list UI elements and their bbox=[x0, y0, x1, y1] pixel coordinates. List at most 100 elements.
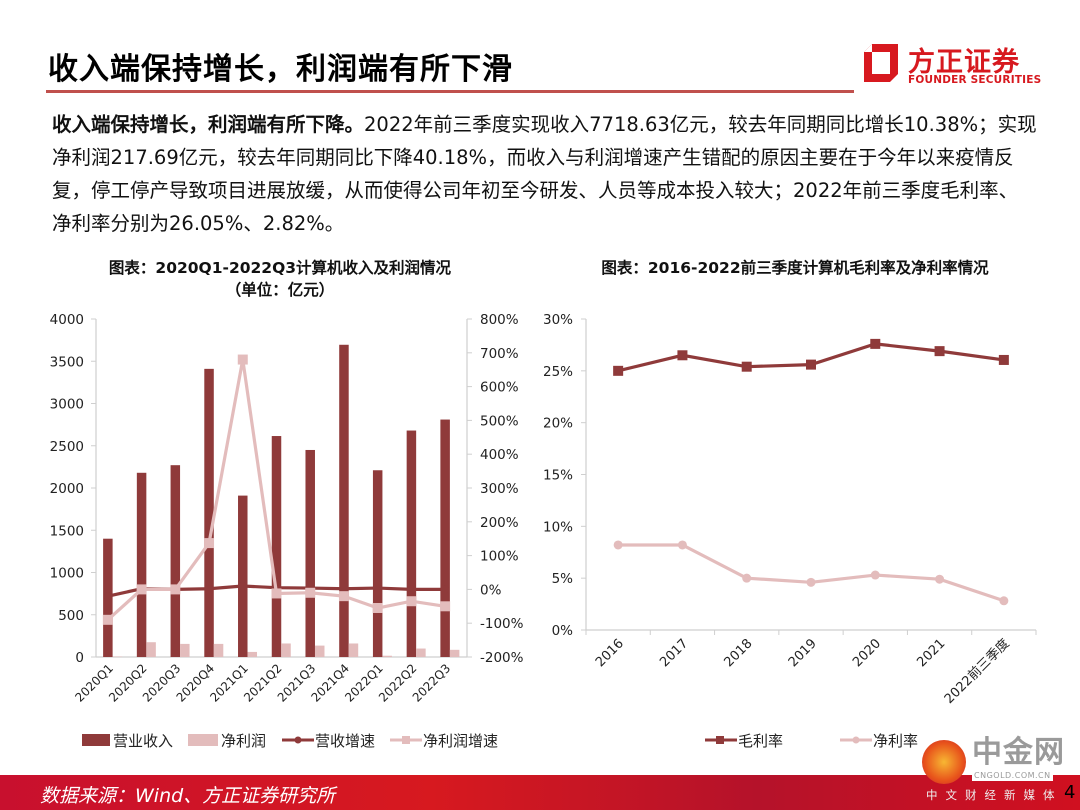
net-margin-line bbox=[618, 543, 1005, 603]
summary-paragraph: 收入端保持增长，利润端有所下降。2022年前三季度实现收入7718.63亿元，较… bbox=[52, 108, 1037, 240]
gross-margin-point bbox=[613, 365, 624, 376]
net-profit-growth-point bbox=[271, 588, 282, 599]
left-y-tick-label: 2500 bbox=[50, 439, 84, 455]
watermark-cn: 中金网 bbox=[972, 735, 1065, 770]
revenue-growth-point bbox=[306, 584, 315, 593]
gross-margin-point bbox=[998, 354, 1009, 365]
net-margin-point bbox=[999, 596, 1009, 606]
net-profit-bar bbox=[146, 642, 156, 657]
x-tick-label: 2020Q4 bbox=[174, 661, 218, 705]
net-profit-growth-line bbox=[106, 359, 446, 622]
summary-body: 2022年前三季度实现收入7718.63亿元，较去年同期同比增长10.38%；实… bbox=[52, 113, 1037, 235]
gross-margin-point bbox=[806, 359, 816, 370]
revenue-bar bbox=[238, 495, 248, 657]
left-y-tick-label: 1000 bbox=[50, 566, 84, 582]
y-tick-label: 15% bbox=[543, 468, 573, 484]
founder-securities-logo: 方正证券 FOUNDER SECURITIES bbox=[862, 40, 1042, 92]
x-tick-label: 2019 bbox=[786, 636, 820, 670]
right-y-tick-label: -100% bbox=[480, 616, 524, 632]
net-profit-growth-point bbox=[170, 584, 181, 595]
legend-net-marker bbox=[852, 736, 860, 744]
left-y-tick-label: 2000 bbox=[50, 481, 84, 497]
revenue-bar bbox=[204, 368, 214, 657]
net-margin-point bbox=[806, 577, 816, 587]
gross-margin-line bbox=[617, 342, 1005, 373]
x-tick-label: 2020Q3 bbox=[140, 661, 184, 705]
y-tick-label: 0% bbox=[552, 623, 574, 639]
right-chart-title: 图表：2016-2022前三季度计算机毛利率及净利率情况 bbox=[601, 259, 989, 277]
legend-revenue-swatch bbox=[82, 734, 110, 746]
revenue-bar bbox=[170, 465, 181, 657]
left-y-tick-label: 1500 bbox=[50, 523, 84, 539]
revenue-growth-point bbox=[238, 582, 247, 591]
net-profit-bar bbox=[180, 643, 190, 657]
watermark-en: CNGOLD.COM.CN bbox=[972, 771, 1053, 781]
revenue-growth-point bbox=[339, 584, 348, 593]
right-y-tick-label: 600% bbox=[480, 380, 519, 396]
right-y-tick-label: 700% bbox=[480, 346, 519, 362]
x-tick-label: 2022Q3 bbox=[410, 661, 454, 705]
x-tick-label: 2020Q1 bbox=[72, 661, 116, 705]
logo-text-cn: 方正证券 bbox=[908, 47, 1020, 78]
x-tick-label: 2020Q2 bbox=[106, 661, 150, 705]
gross-margin-point bbox=[870, 338, 881, 349]
net-profit-bar bbox=[449, 649, 460, 657]
revenue-bar bbox=[339, 344, 349, 657]
left-chart-subtitle: （单位：亿元） bbox=[225, 281, 335, 299]
net-profit-growth-point bbox=[440, 601, 451, 612]
legend-revenue-growth-label: 营收增速 bbox=[315, 732, 375, 750]
page-number: 4 bbox=[1064, 782, 1076, 803]
x-tick-label: 2022前三季度 bbox=[941, 636, 1012, 707]
left-chart-title: 图表：2020Q1-2022Q3计算机收入及利润情况 bbox=[108, 259, 452, 277]
y-tick-label: 10% bbox=[543, 519, 573, 535]
gross-margin-point bbox=[677, 350, 688, 361]
left-chart-title-block: 图表：2020Q1-2022Q3计算机收入及利润情况 （单位：亿元） bbox=[40, 257, 520, 301]
legend-net-growth-marker bbox=[402, 736, 410, 744]
revenue-bar bbox=[406, 430, 417, 657]
net-profit-growth-point bbox=[237, 354, 248, 365]
revenue-growth-point bbox=[407, 585, 416, 594]
revenue-bar bbox=[372, 470, 383, 657]
net-margin-point bbox=[613, 540, 623, 550]
watermark-sub: 中文财经新媒体 bbox=[926, 788, 1063, 802]
net-margin-point bbox=[935, 574, 945, 584]
x-tick-label: 2017 bbox=[657, 636, 691, 670]
legend-net-label: 净利率 bbox=[873, 732, 918, 750]
revenue-bar bbox=[440, 419, 450, 657]
x-tick-label: 2021 bbox=[914, 636, 948, 670]
net-profit-bar bbox=[314, 645, 325, 657]
right-y-tick-label: 800% bbox=[480, 312, 519, 328]
left-y-tick-label: 4000 bbox=[50, 312, 84, 328]
net-margin-point bbox=[742, 573, 752, 583]
net-profit-growth-point bbox=[102, 614, 113, 625]
gross-margin-point bbox=[741, 361, 752, 372]
right-y-tick-label: 400% bbox=[480, 447, 519, 463]
x-tick-label: 2022Q1 bbox=[342, 661, 386, 705]
net-profit-bar bbox=[348, 643, 359, 657]
left-y-tick-label: 3500 bbox=[50, 354, 84, 370]
x-tick-label: 2018 bbox=[722, 636, 756, 670]
title-underline bbox=[46, 90, 854, 93]
page-title: 收入端保持增长，利润端有所下滑 bbox=[48, 52, 513, 87]
right-y-tick-label: 0% bbox=[480, 582, 502, 598]
legend-net-profit-swatch bbox=[188, 734, 218, 746]
revenue-growth-point bbox=[272, 583, 281, 592]
net-profit-growth-point bbox=[305, 587, 316, 598]
right-y-tick-label: 100% bbox=[480, 549, 519, 565]
revenue-growth-point bbox=[171, 585, 180, 594]
left-y-tick-label: 3000 bbox=[50, 397, 84, 413]
net-margin-point bbox=[677, 540, 687, 550]
x-tick-label: 2021Q4 bbox=[309, 661, 353, 705]
net-profit-growth-point bbox=[338, 591, 349, 602]
net-profit-growth-point bbox=[204, 538, 215, 549]
right-y-tick-label: 300% bbox=[480, 481, 519, 497]
net-profit-bar bbox=[247, 651, 258, 657]
legend-gross-marker bbox=[716, 736, 724, 744]
net-profit-bar bbox=[281, 643, 291, 657]
y-tick-label: 30% bbox=[543, 312, 573, 328]
revenue-growth-line bbox=[107, 584, 446, 598]
cngold-logo-icon bbox=[922, 740, 966, 784]
x-tick-label: 2021Q1 bbox=[207, 661, 251, 705]
revenue-growth-point bbox=[373, 584, 382, 593]
right-y-tick-label: 500% bbox=[480, 413, 519, 429]
